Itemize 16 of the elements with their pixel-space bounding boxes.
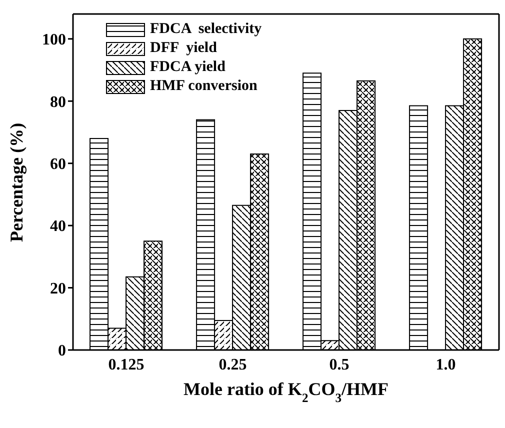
legend-label: FDCA yield (150, 58, 226, 77)
y-tick-label: 0 (58, 342, 66, 360)
y-axis-title: Percentage (%) (6, 122, 26, 242)
y-tick-label: 100 (42, 32, 66, 49)
y-tick-label: 40 (50, 218, 66, 236)
legend-label: FDCA selectivity (150, 20, 262, 39)
x-tick-label: 1.0 (436, 356, 456, 374)
y-tick-label: 60 (50, 156, 66, 174)
y-tick-label: 20 (50, 280, 66, 298)
x-axis-title: Mole ratio of K$_{2}$CO$_{3}$/HMF (183, 379, 389, 405)
legend-label: HMF conversion (150, 77, 258, 96)
legend-label: DFF yield (150, 39, 217, 58)
x-tick-label: 0.25 (218, 356, 247, 374)
x-tick-label: 0.125 (108, 356, 144, 374)
y-tick-label: 80 (50, 94, 66, 111)
x-tick-label: 0.5 (329, 356, 350, 374)
